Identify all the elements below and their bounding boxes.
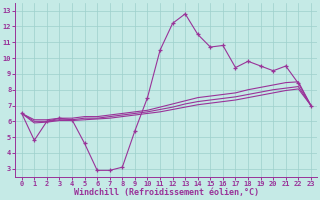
- X-axis label: Windchill (Refroidissement éolien,°C): Windchill (Refroidissement éolien,°C): [74, 188, 259, 197]
